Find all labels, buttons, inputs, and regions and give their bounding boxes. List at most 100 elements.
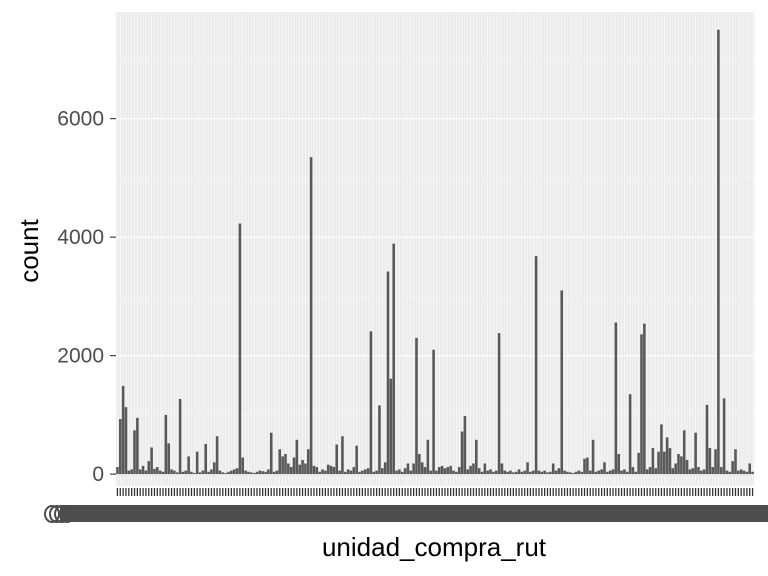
- bar: [161, 471, 165, 475]
- bar: [210, 469, 213, 475]
- bar: [520, 471, 524, 475]
- bar: [167, 443, 170, 475]
- bar: [477, 468, 481, 475]
- minor-gridlines: [116, 59, 754, 416]
- bar: [241, 457, 245, 475]
- bar: [506, 471, 509, 475]
- bar: [563, 470, 566, 475]
- bar: [153, 468, 156, 475]
- bar: [343, 471, 347, 475]
- bar: [170, 469, 173, 475]
- bar: [315, 467, 319, 475]
- bar: [386, 271, 390, 475]
- bar: [549, 471, 552, 475]
- bar: [620, 470, 623, 475]
- bar: [680, 456, 683, 475]
- bar: [369, 331, 373, 475]
- bar: [497, 333, 501, 475]
- bar: [429, 470, 433, 475]
- bar: [745, 471, 749, 475]
- bar: [198, 472, 202, 475]
- bar: [207, 471, 210, 475]
- bar: [668, 448, 672, 475]
- bar: [118, 419, 122, 475]
- bar: [281, 456, 284, 475]
- bar: [700, 470, 703, 475]
- bar: [623, 469, 626, 475]
- bar: [648, 467, 652, 475]
- bar: [449, 465, 452, 475]
- bar: [645, 469, 649, 475]
- bar: [437, 467, 441, 475]
- bar: [583, 458, 586, 475]
- bar: [691, 468, 695, 475]
- x-axis-tick-labels: [44, 505, 768, 523]
- bar: [289, 467, 293, 475]
- bar: [640, 334, 643, 475]
- bar: [457, 467, 461, 475]
- bar: [440, 465, 444, 475]
- bar: [634, 471, 638, 475]
- bar: [363, 469, 367, 475]
- bar: [617, 454, 620, 475]
- bar: [121, 385, 125, 475]
- bar: [705, 404, 709, 475]
- bar: [665, 437, 669, 475]
- bar: [739, 469, 743, 475]
- bar: [574, 471, 578, 475]
- bar: [460, 431, 464, 475]
- bar: [147, 461, 151, 475]
- bar: [472, 463, 475, 475]
- bar: [651, 448, 655, 475]
- bar: [708, 448, 712, 475]
- bar: [204, 443, 208, 475]
- bar: [500, 463, 504, 475]
- bar: [734, 449, 737, 475]
- bar: [298, 464, 301, 475]
- bar: [534, 256, 538, 475]
- bar: [463, 416, 467, 475]
- bar: [269, 432, 273, 475]
- bar: [355, 445, 358, 475]
- bar: [275, 470, 279, 475]
- bar: [392, 243, 395, 475]
- bar: [569, 472, 572, 475]
- bar: [628, 394, 632, 475]
- bar: [406, 463, 410, 475]
- bar: [173, 470, 176, 475]
- bar: [728, 471, 732, 475]
- bar: [694, 432, 697, 475]
- bar: [509, 470, 512, 475]
- bar: [719, 467, 723, 475]
- bar: [580, 471, 583, 475]
- bar: [566, 471, 569, 475]
- bar: [643, 323, 646, 475]
- bar: [529, 471, 532, 475]
- bar: [193, 472, 196, 475]
- bar: [375, 470, 378, 475]
- x-tick-label-glyph: [59, 505, 75, 523]
- bar: [250, 472, 253, 475]
- x-axis-ticks: [116, 488, 754, 496]
- bar: [346, 469, 350, 475]
- bar: [352, 467, 356, 475]
- bar: [212, 462, 216, 475]
- bar: [130, 469, 133, 475]
- bar: [224, 472, 227, 475]
- bar: [395, 470, 398, 475]
- bar: [717, 29, 720, 475]
- bar: [301, 459, 304, 475]
- bar: [722, 398, 726, 475]
- bar: [378, 405, 381, 475]
- bar: [409, 470, 413, 475]
- bar: [267, 469, 270, 475]
- bar: [412, 463, 415, 475]
- bar: [218, 470, 222, 475]
- bar: [178, 398, 182, 475]
- bar: [138, 469, 142, 475]
- bar: [295, 439, 299, 475]
- bar: [415, 337, 418, 475]
- bar: [512, 472, 515, 475]
- y-axis-ticks: 0 2000 4000 6000: [57, 108, 116, 486]
- bar: [531, 470, 535, 475]
